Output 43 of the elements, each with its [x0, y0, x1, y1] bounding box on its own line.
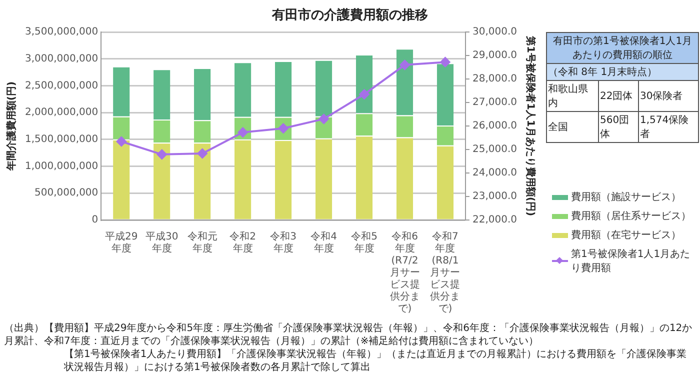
chart-title: 有田市の介護費用額の推移 [270, 6, 429, 24]
y-tick-label: 3,000,000,000 [24, 53, 98, 64]
text: （令和 8年 1月末時点） [546, 64, 699, 80]
text: 30保険者 [638, 80, 699, 112]
y2-tick-label: 25,000.0 [472, 144, 517, 156]
y2-tick-label: 26,000.0 [472, 120, 517, 132]
y2-tick-label: 28,000.0 [472, 74, 517, 85]
y-tick-label: 500,000,000 [34, 188, 98, 199]
y-tick-label: 2,500,000,000 [24, 80, 98, 92]
x-tick-label: 令和3年度 [270, 230, 296, 255]
x-tick-label: 令和4年度 [310, 230, 337, 255]
x-tick-label: 令和5年度 [351, 230, 378, 255]
y2-tick-label: 30,000.0 [472, 26, 517, 38]
text: 【第1号被保険者1人あたり費用額】「介護保険事業状況報告（年報）」（または直近月までの月報累計）における費用額を「介護保険事業状況報告月報）」における第1号被保険者数の各月累計で除して算出 [63, 348, 688, 374]
y2-tick-label: 27,000.0 [472, 97, 517, 108]
legend-label: 費用額（居住系サービス） [571, 210, 691, 223]
y-tick-label: 1,000,000,000 [24, 160, 98, 172]
text: 和歌山県内 [546, 80, 598, 112]
x-tick-label: 令和6年度 (R7/2月サービス提供分まで) [390, 230, 420, 315]
x-tick-label: 令和7年度 (R8/1月サービス提供分まで) [430, 230, 460, 315]
y-tick-label: 1,500,000,000 [24, 134, 98, 146]
text: 全国 [546, 112, 598, 142]
y2-tick-label: 23,000.0 [472, 191, 517, 202]
x-tick-label: 平成30年度 [146, 230, 178, 255]
y-axis-title: 年間介護費用額(円) [6, 81, 18, 172]
legend-label: 費用額（在宅サービス） [571, 228, 681, 242]
text: 22団体 [598, 80, 638, 112]
legend-label: 費用額（施設サービス） [571, 190, 681, 204]
y2-tick-label: 24,000.0 [472, 168, 517, 179]
y2-axis-title: 第1号被保険者1人1月あたり費用額(円) [524, 34, 536, 216]
text: 560団体 [598, 112, 638, 142]
y2-tick-label: 29,000.0 [472, 50, 517, 62]
text: 有田市の第1号被保険者1人1月あたりの費用額の順位 [546, 32, 699, 64]
legend-label: 第1号被保険者1人1月あたり費用額 [571, 248, 692, 275]
text: （出典）【費用額】平成29年度から令和5年度：厚生労働省「介護保険事業状況報告（年報）」、令和6年度：「介護保険事業状況報告（月報）」の12か月累計、令和7年度：直近月までの「介護保険事業状況報告（月報）」の累計（※補足給付は費用額に含まれていない） [4, 322, 694, 348]
y-tick-label: 3,500,000,000 [24, 26, 98, 38]
y-tick-label: 0 [92, 214, 98, 226]
y-tick-label: 2,000,000,000 [24, 107, 98, 118]
y2-tick-label: 22,000.0 [472, 214, 517, 226]
text: 1,574保険者 [638, 112, 699, 142]
x-tick-label: 令和元年度 [187, 230, 218, 255]
x-tick-label: 令和2年度 [230, 230, 256, 255]
x-tick-label: 平成29年度 [105, 230, 138, 255]
